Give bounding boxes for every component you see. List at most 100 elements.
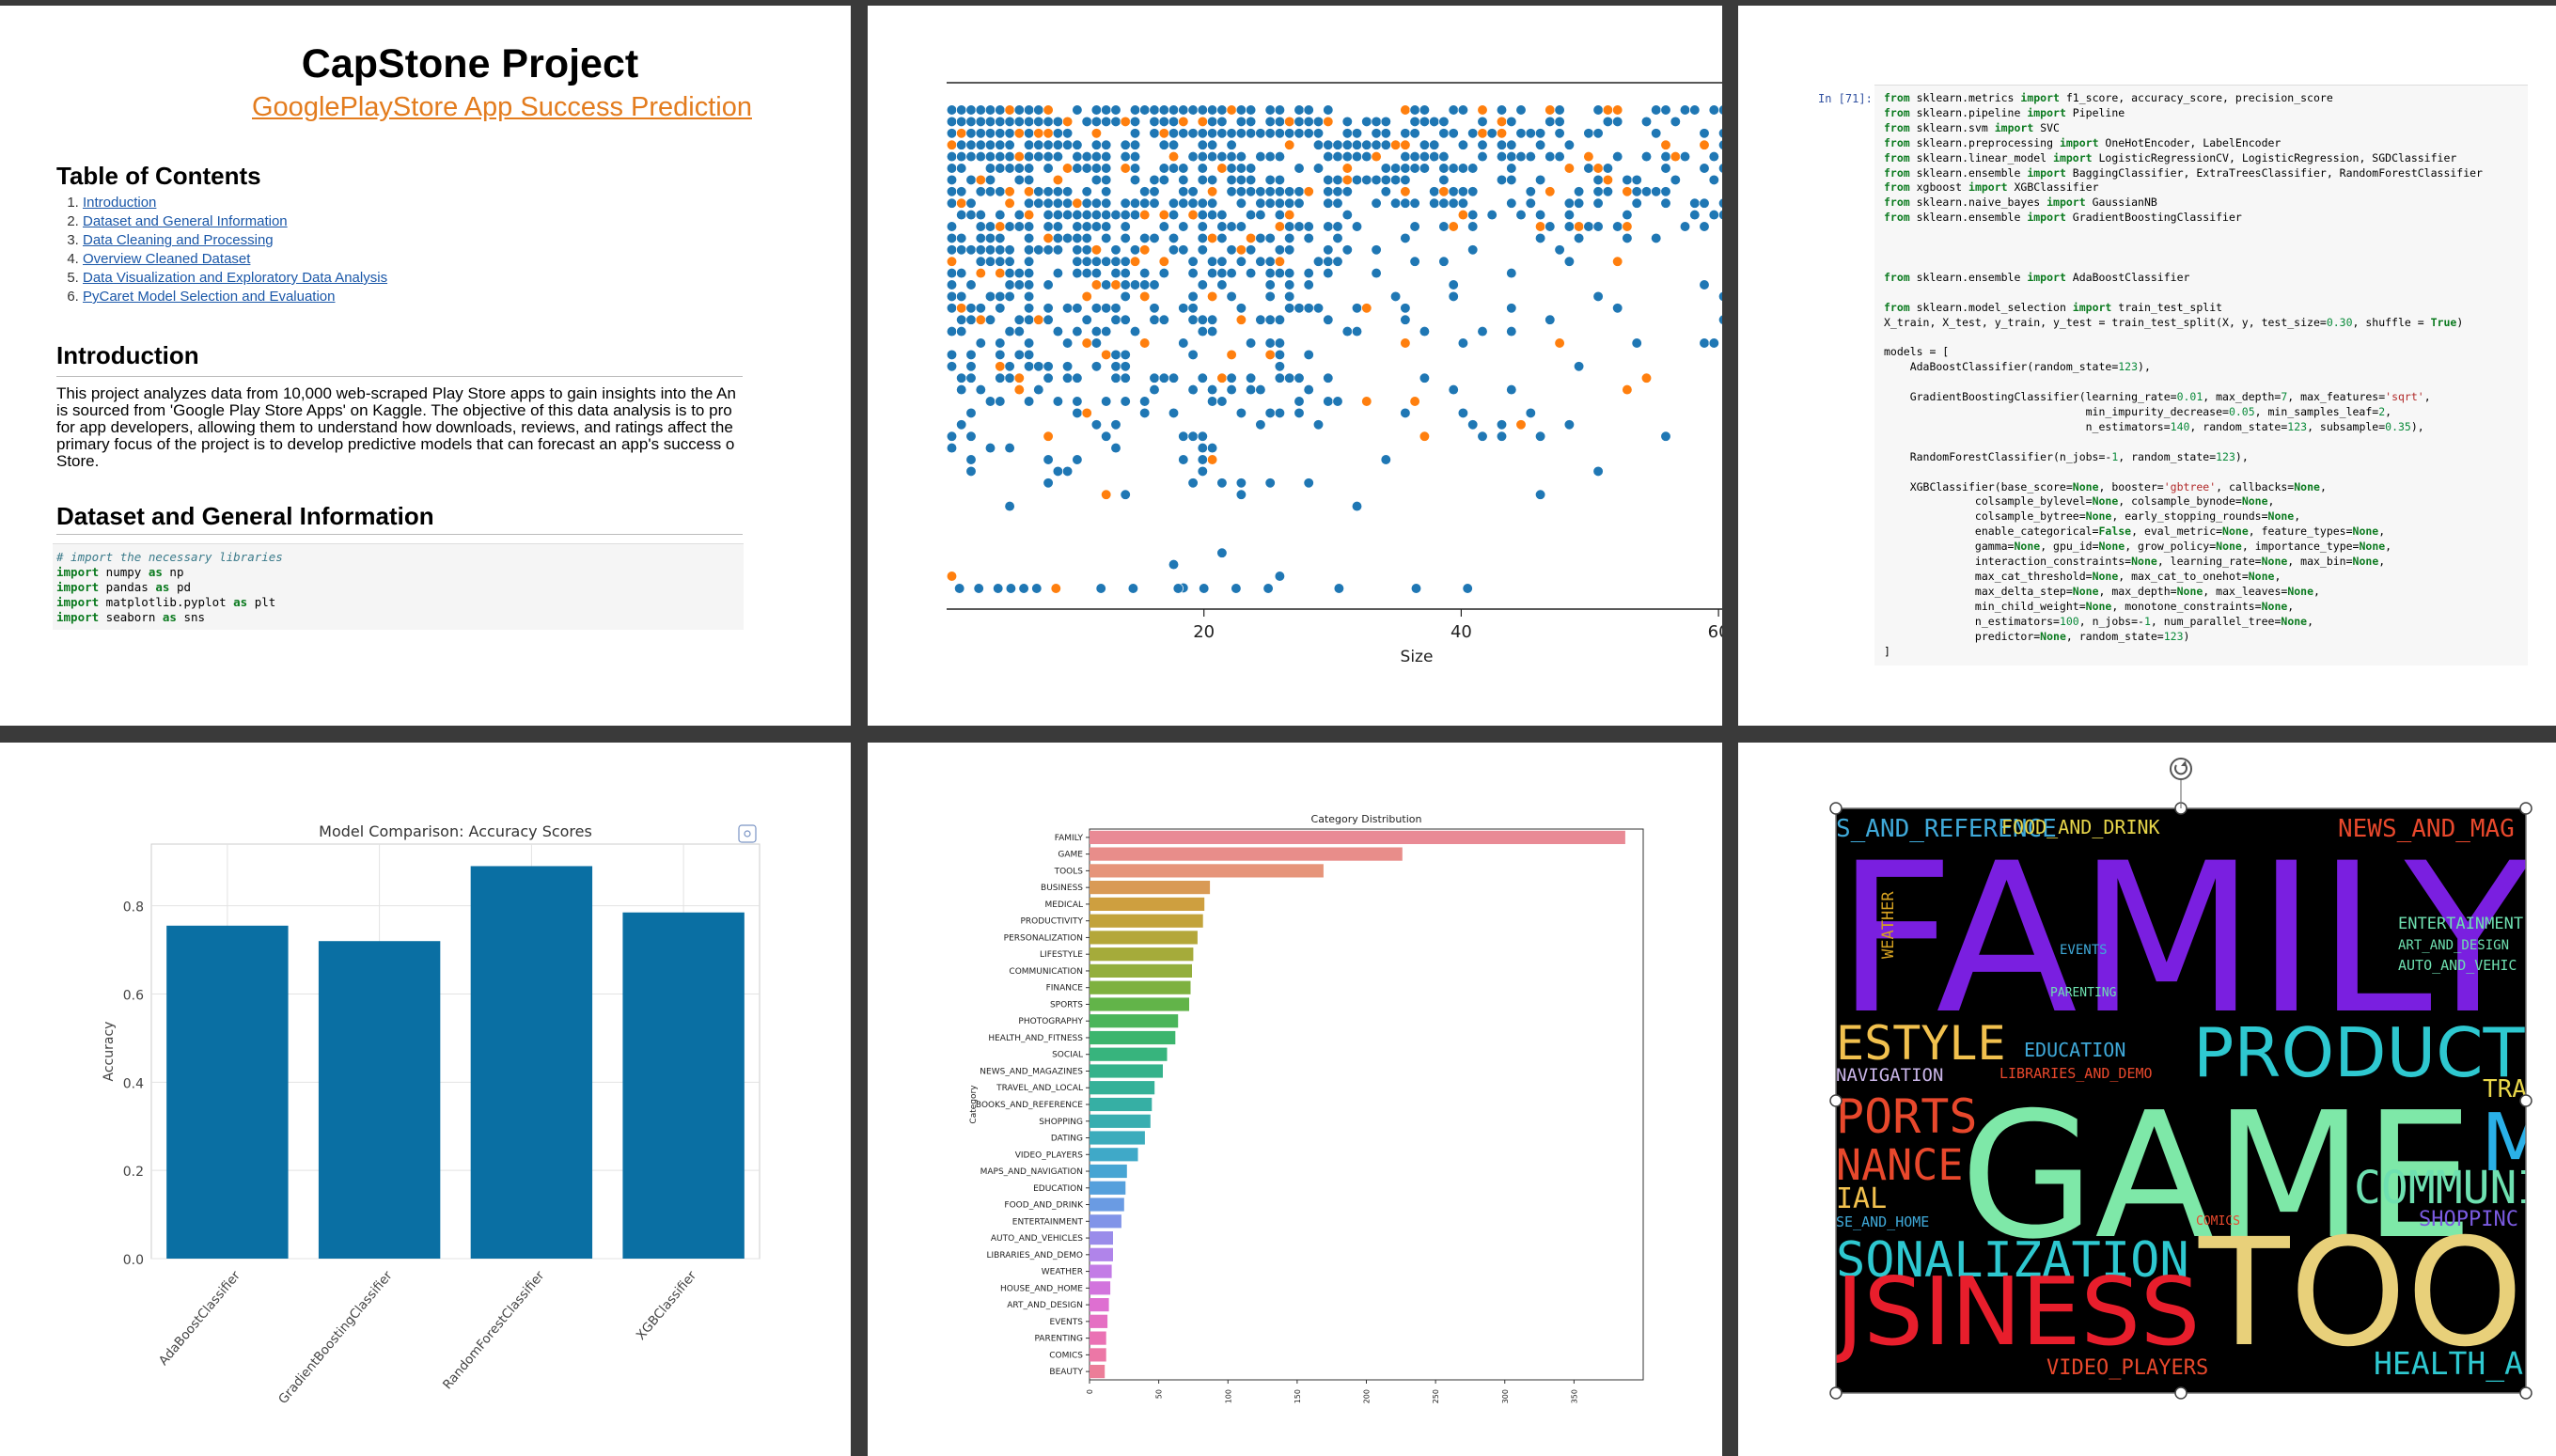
scatter-point: [1323, 174, 1334, 186]
scatter-point: [1341, 139, 1353, 150]
resize-handle[interactable]: [2519, 802, 2532, 815]
scatter-point: [1660, 104, 1671, 116]
resize-handle[interactable]: [1829, 1386, 1843, 1400]
scatter-point: [984, 442, 996, 454]
scatter-point: [1149, 232, 1160, 244]
scatter-point: [1052, 232, 1064, 244]
scatter-point: [1081, 221, 1092, 232]
scatter-point: [1534, 128, 1546, 139]
resize-handle[interactable]: [1829, 1094, 1843, 1107]
subtitle-link[interactable]: GooglePlayStore App Success Prediction: [252, 92, 752, 122]
toc-link[interactable]: Introduction: [83, 195, 157, 211]
scatter-point: [1545, 221, 1556, 232]
expand-icon[interactable]: [738, 824, 757, 843]
scatter-point: [1640, 116, 1653, 128]
scatter-point: [1023, 139, 1035, 150]
dataset-heading: Dataset and General Information: [56, 502, 434, 530]
scatter-point: [1323, 267, 1334, 279]
scatter-point: [1206, 150, 1218, 163]
scatter-point: [1120, 489, 1131, 500]
wordcloud-word: MED: [2481, 1097, 2556, 1190]
toc-link[interactable]: PyCaret Model Selection and Evaluation: [83, 289, 336, 305]
scatter-point: [1457, 407, 1469, 419]
toc-link[interactable]: Data Cleaning and Processing: [83, 232, 274, 248]
scatter-point: [1178, 454, 1189, 465]
y-tick-label: PHOTOGRAPHY: [1018, 1017, 1083, 1026]
resize-handle[interactable]: [2519, 1386, 2532, 1400]
scatter-point: [1245, 128, 1257, 139]
code-line: from sklearn.ensemble import BaggingClas…: [1884, 165, 2483, 180]
scatter-point: [1110, 244, 1121, 256]
toc-item: Data Cleaning and Processing: [83, 231, 387, 250]
scatter-point: [1717, 104, 1722, 116]
scatter-point: [1101, 174, 1112, 186]
scatter-point: [1294, 104, 1305, 116]
scatter-point: [1264, 279, 1276, 290]
scatter-point: [1622, 174, 1633, 186]
scatter-point: [1206, 128, 1218, 139]
scatter-point: [965, 465, 977, 478]
import-code-cell[interactable]: # import the necessary libraries import n…: [53, 543, 744, 630]
code-line: [1884, 331, 2518, 346]
scatter-point: [1419, 372, 1431, 384]
model-code-cell[interactable]: from sklearn.metrics import f1_score, ac…: [1874, 85, 2528, 665]
scatter-point: [975, 244, 986, 256]
code-line: min_child_weight=None, monotone_constrai…: [1884, 599, 2295, 613]
scatter-point: [1110, 279, 1121, 290]
keyword: import: [56, 610, 100, 624]
x-tick-label: 150: [1294, 1389, 1302, 1403]
rotate-icon[interactable]: [2170, 758, 2192, 780]
scatter-point: [1438, 221, 1450, 232]
scatter-point: [1226, 128, 1237, 139]
scatter-point: [1216, 396, 1228, 407]
resize-handle[interactable]: [2174, 1386, 2187, 1400]
scatter-point: [1438, 197, 1450, 209]
bar: [1090, 1214, 1121, 1229]
scatter-point: [1061, 303, 1074, 314]
scatter-point: [1717, 210, 1722, 221]
scatter-point: [956, 384, 967, 396]
scatter-point: [1206, 396, 1218, 407]
bar: [1090, 1030, 1176, 1045]
x-tick-label: RandomForestClassifier: [440, 1268, 548, 1392]
scatter-point: [1187, 314, 1199, 325]
scatter-point: [1717, 128, 1722, 139]
scatter-point: [1264, 314, 1276, 325]
scatter-point: [1496, 431, 1508, 442]
scatter-point: [1081, 407, 1092, 419]
scatter-point: [1496, 150, 1508, 163]
toc-link[interactable]: Dataset and General Information: [83, 213, 288, 229]
scatter-point: [1264, 478, 1276, 489]
scatter-point: [1410, 583, 1422, 594]
scatter-point: [1312, 419, 1325, 431]
scatter-point: [1284, 279, 1295, 290]
toc-link[interactable]: Data Visualization and Exploratory Data …: [83, 270, 388, 286]
scatter-point: [1081, 314, 1092, 325]
scatter-point: [1216, 256, 1228, 267]
scatter-point: [1245, 372, 1257, 384]
scatter-point: [1303, 128, 1314, 139]
scatter-point: [1139, 232, 1151, 244]
toc-link[interactable]: Overview Cleaned Dataset: [83, 251, 251, 267]
scatter-point: [1187, 150, 1199, 163]
scatter-point: [1072, 267, 1083, 279]
resize-handle[interactable]: [2519, 1094, 2532, 1107]
scatter-point: [1448, 104, 1459, 116]
scatter-point: [1371, 150, 1382, 163]
scatter-point: [1072, 150, 1083, 163]
scatter-point: [1429, 139, 1440, 150]
scatter-point: [1120, 279, 1131, 290]
scatter-point: [1033, 197, 1044, 209]
category-distribution-chart: FAMILY GAME TOOLS BUSINESS MEDICAL PRODUCTIVI…: [969, 813, 1644, 1403]
scatter-point: [1284, 221, 1295, 232]
intro-line: This project analyzes data from 10,000 w…: [56, 385, 736, 402]
scatter-point: [1371, 174, 1382, 186]
scatter-point: [1033, 128, 1044, 139]
scatter-point: [1072, 232, 1083, 244]
scatter-point: [1294, 197, 1305, 209]
scatter-point: [1005, 583, 1017, 594]
scatter-point: [1563, 221, 1576, 232]
resize-handle[interactable]: [1829, 802, 1843, 815]
x-tick-label: 0: [1086, 1389, 1094, 1394]
